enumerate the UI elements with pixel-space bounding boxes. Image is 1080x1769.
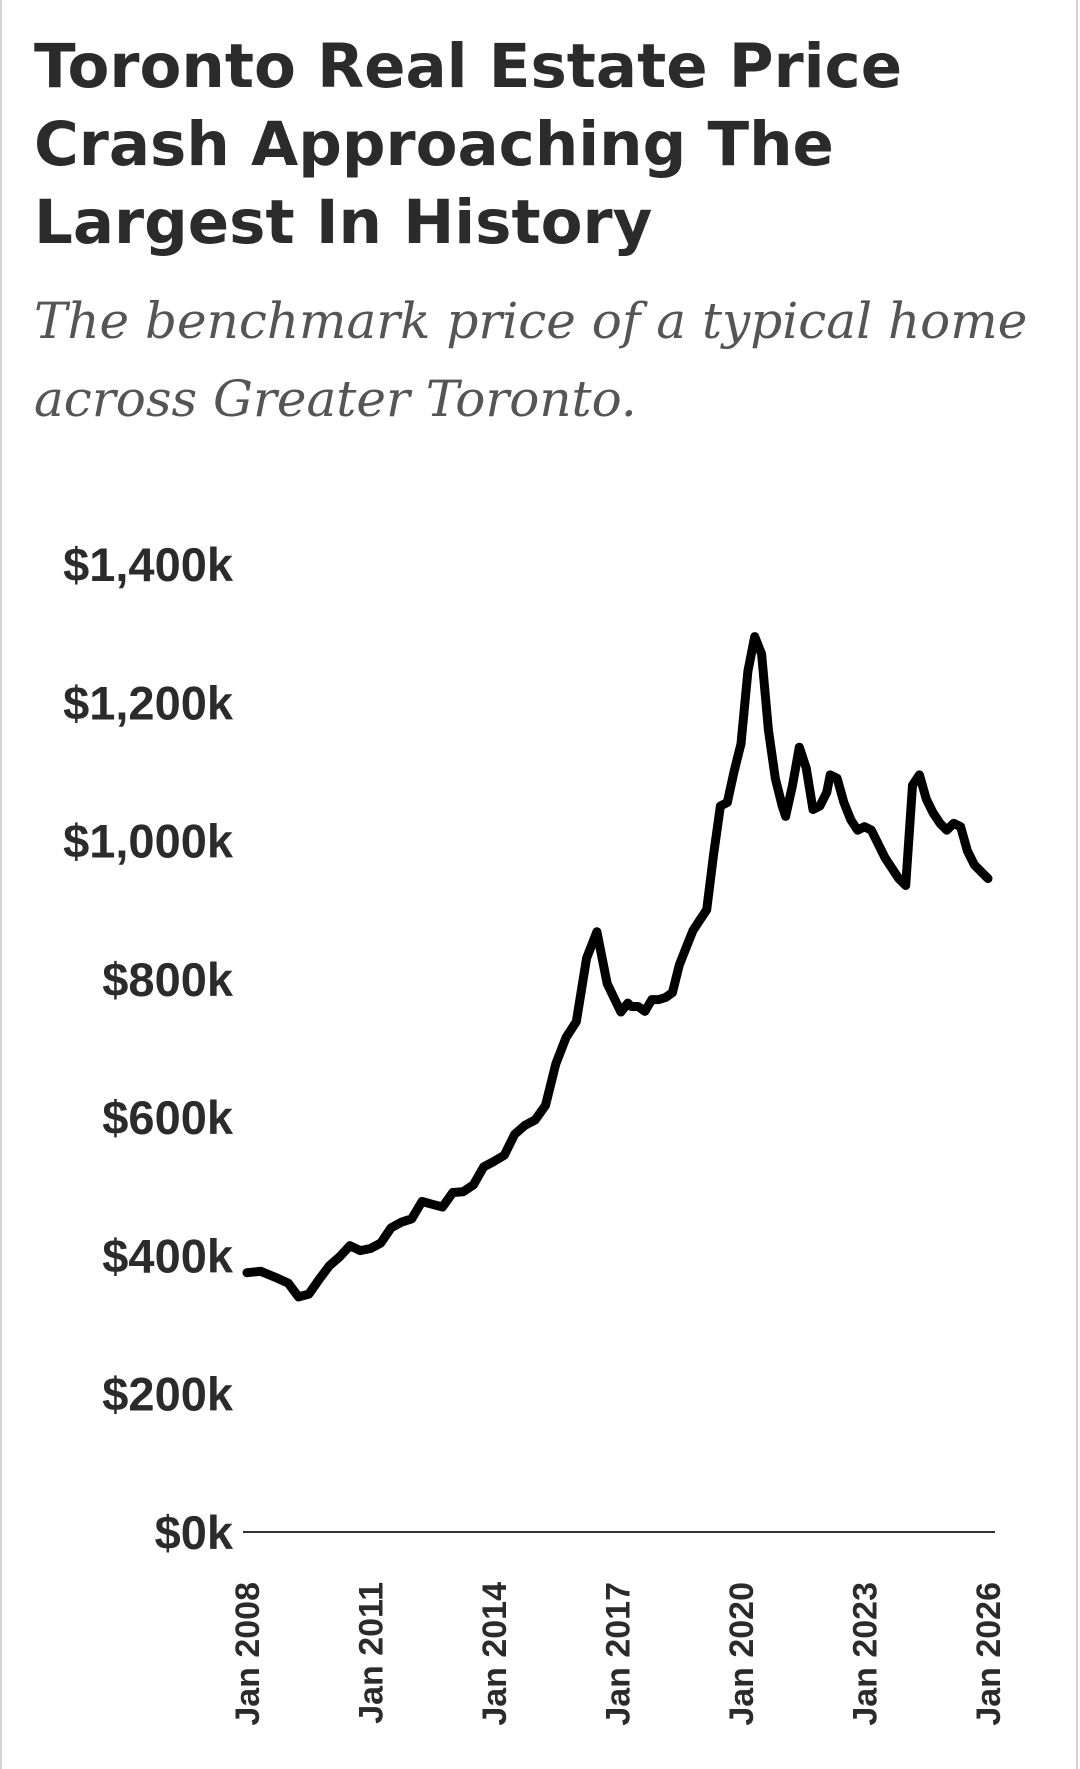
x-axis: Jan 2008 Jan 2011 Jan 2014 Jan 2017 Jan 2020… <box>229 1582 1008 1726</box>
y-tick-label: $400k <box>102 1229 234 1282</box>
y-tick-label: $1,200k <box>63 676 234 729</box>
x-tick-label: Jan 2011 <box>353 1582 391 1724</box>
x-tick-label: Jan 2014 <box>476 1582 514 1726</box>
y-tick-label: $1,000k <box>63 815 234 868</box>
y-tick-label: $600k <box>102 1091 234 1144</box>
x-tick-label: Jan 2020 <box>723 1582 761 1726</box>
x-tick-label: Jan 2026 <box>970 1582 1008 1726</box>
x-tick-label: Jan 2023 <box>847 1582 885 1726</box>
price-series-line <box>242 632 993 1302</box>
x-tick-label: Jan 2008 <box>229 1582 267 1726</box>
y-tick-label: $0k <box>155 1506 234 1559</box>
y-tick-label: $1,400k <box>63 538 234 591</box>
chart-title: Toronto Real Estate Price Crash Approach… <box>34 31 903 258</box>
y-tick-label: $800k <box>102 953 234 1006</box>
chart-subtitle: The benchmark price of a typical home ac… <box>34 292 1028 428</box>
x-tick-label: Jan 2017 <box>600 1582 638 1726</box>
y-tick-label: $200k <box>102 1368 234 1421</box>
y-axis: $0k $200k $400k $600k $800k $1,000k $1,200k $1,… <box>63 538 234 1559</box>
